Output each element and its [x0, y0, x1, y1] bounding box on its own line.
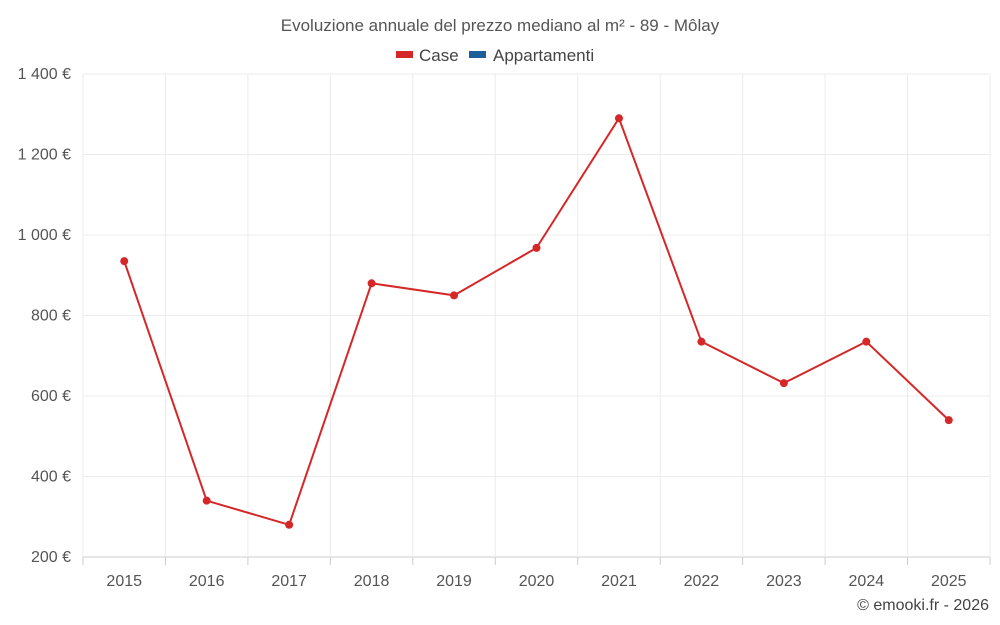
data-point-case-2019[interactable]: [450, 291, 459, 300]
x-tick-label: 2018: [354, 573, 390, 590]
legend-label-case[interactable]: Case: [419, 46, 459, 65]
data-point-case-2015[interactable]: [120, 257, 129, 266]
data-point-case-2017[interactable]: [285, 520, 294, 529]
y-tick-label: 1 200 €: [18, 147, 71, 164]
data-point-case-2020[interactable]: [532, 243, 541, 252]
data-point-case-2022[interactable]: [697, 337, 706, 346]
y-tick-label: 1 400 €: [18, 66, 71, 83]
data-point-case-2021[interactable]: [614, 114, 623, 123]
legend: Case Appartamenti: [396, 46, 594, 65]
x-tick-label: 2017: [271, 573, 307, 590]
data-point-case-2016[interactable]: [202, 496, 211, 505]
legend-label-appartamenti[interactable]: Appartamenti: [493, 46, 594, 65]
legend-swatch-appartamenti: [469, 51, 486, 58]
credit-text: © emooki.fr - 2026: [857, 597, 989, 614]
data-point-case-2018[interactable]: [367, 279, 376, 288]
y-tick-label: 200 €: [31, 549, 71, 566]
x-tick-label: 2024: [849, 573, 885, 590]
legend-swatch-case: [396, 51, 413, 58]
y-tick-label: 600 €: [31, 388, 71, 405]
x-tick-label: 2025: [931, 573, 967, 590]
grid: [82, 73, 991, 565]
y-tick-label: 1 000 €: [18, 227, 71, 244]
data-point-case-2024[interactable]: [862, 337, 871, 346]
data-point-case-2023[interactable]: [779, 379, 788, 388]
series-case: [120, 114, 953, 529]
x-tick-label: 2021: [601, 573, 637, 590]
y-axis-labels: 200 € 400 € 600 € 800 € 1 000 € 1 200 € 1 400 …: [18, 66, 71, 566]
data-point-case-2025[interactable]: [944, 416, 953, 425]
chart-title: Evoluzione annuale del prezzo mediano al…: [281, 16, 720, 35]
y-tick-label: 400 €: [31, 469, 71, 486]
x-tick-label: 2022: [684, 573, 720, 590]
x-axis-labels: 2015 2016 2017 2018 2019 2020 2021 2022 2023 2024…: [106, 573, 966, 590]
x-tick-label: 2019: [436, 573, 472, 590]
y-tick-label: 800 €: [31, 308, 71, 325]
x-tick-label: 2015: [106, 573, 142, 590]
x-tick-label: 2020: [519, 573, 555, 590]
x-tick-label: 2016: [189, 573, 225, 590]
x-tick-label: 2023: [766, 573, 802, 590]
